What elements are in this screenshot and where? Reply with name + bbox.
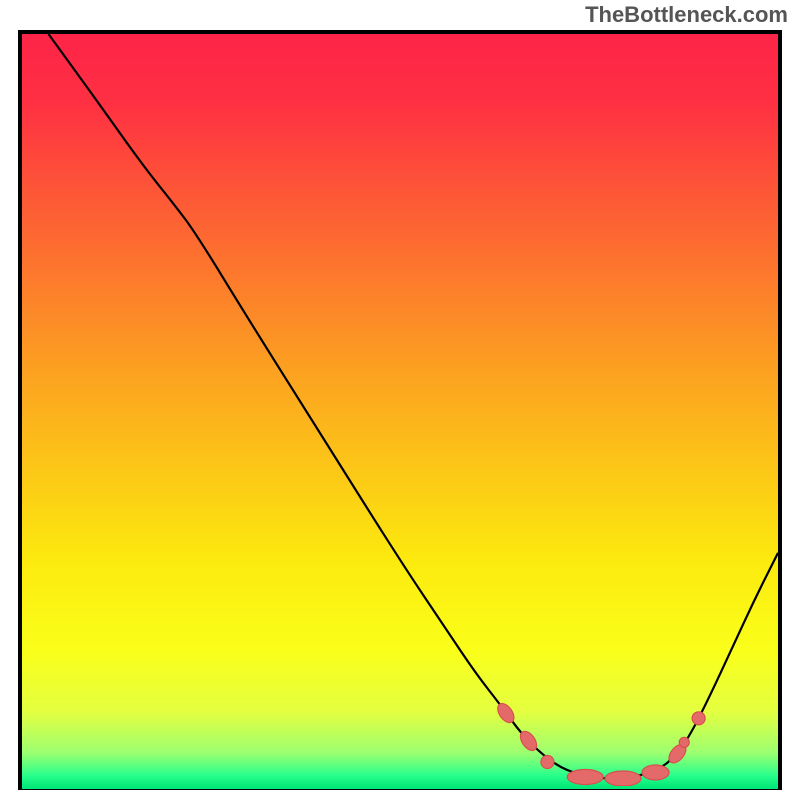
curve-marker bbox=[679, 737, 689, 747]
curve-marker bbox=[541, 755, 554, 768]
curve-marker bbox=[567, 769, 603, 784]
chart-frame bbox=[18, 30, 782, 790]
curve-marker bbox=[642, 765, 669, 780]
bottleneck-curve bbox=[48, 34, 778, 778]
chart-svg bbox=[22, 34, 778, 786]
curve-marker bbox=[692, 712, 705, 725]
watermark-text: TheBottleneck.com bbox=[585, 2, 788, 28]
curve-marker bbox=[605, 771, 641, 786]
